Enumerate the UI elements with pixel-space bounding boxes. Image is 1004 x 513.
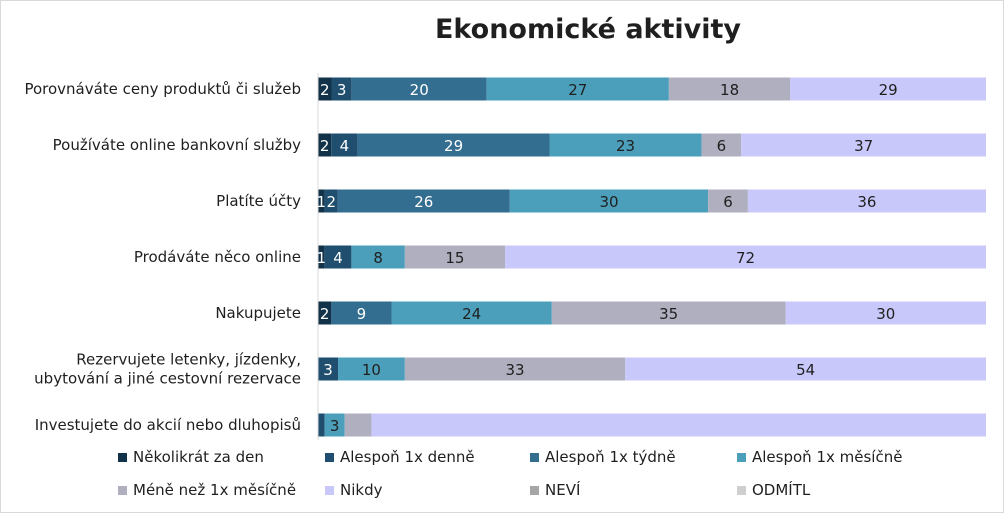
bar-segment — [790, 77, 986, 101]
data-label: 6 — [717, 137, 727, 155]
bar-segment — [625, 357, 986, 381]
category-label: Používáte online bankovní služby — [53, 136, 301, 154]
bar-segment — [357, 133, 550, 157]
data-label: 3 — [330, 417, 340, 435]
category-label: Investujete do akcií nebo dluhopisů — [35, 416, 301, 434]
bar-segment — [741, 133, 986, 157]
bar-segment — [486, 77, 669, 101]
data-label: 26 — [414, 193, 433, 211]
data-label: 72 — [736, 249, 755, 267]
data-label: 10 — [362, 361, 381, 379]
bar-segment — [324, 413, 345, 437]
data-label: 3 — [337, 81, 347, 99]
bar-segment — [318, 245, 325, 269]
bar-segment — [324, 245, 352, 269]
category-label: Porovnáváte ceny produktů či služeb — [24, 80, 301, 98]
data-label: 30 — [876, 305, 895, 323]
bar-segment — [747, 189, 986, 213]
bar-segment — [318, 413, 325, 437]
data-label: 27 — [568, 81, 587, 99]
data-label: 2 — [320, 81, 330, 99]
bar-segment — [324, 189, 338, 213]
category-label: ubytování a jiné cestovní rezervace — [34, 370, 301, 388]
bar-segment — [509, 189, 709, 213]
category-label: Nakupujete — [215, 304, 301, 322]
data-label: 9 — [357, 305, 367, 323]
bar-segment — [331, 301, 392, 325]
data-label: 20 — [410, 81, 429, 99]
bar-segment — [351, 245, 405, 269]
bar-segment — [708, 189, 748, 213]
data-label: 4 — [340, 137, 350, 155]
bar-segment — [551, 301, 786, 325]
bar-segment — [549, 133, 702, 157]
data-label: 6 — [723, 193, 733, 211]
data-label: 29 — [444, 137, 463, 155]
category-label: Prodáváte něco online — [134, 248, 301, 266]
data-label: 30 — [599, 193, 618, 211]
bar-segment — [344, 413, 372, 437]
data-label: 54 — [796, 361, 815, 379]
data-label: 37 — [854, 137, 873, 155]
data-label: 2 — [326, 193, 336, 211]
bar-segment — [351, 77, 487, 101]
bar-segment — [318, 77, 332, 101]
bar-segment — [404, 357, 626, 381]
bar-segment — [701, 133, 742, 157]
chart-title: Ekonomické aktivity — [434, 14, 742, 45]
data-label: 2 — [320, 305, 330, 323]
data-label: 1 — [317, 249, 327, 267]
category-label: Platíte účty — [216, 192, 301, 210]
bar-segment — [331, 133, 358, 157]
data-label: 2 — [320, 137, 330, 155]
data-label: 4 — [333, 249, 343, 267]
data-label: 8 — [373, 249, 383, 267]
bar-segment — [318, 357, 339, 381]
bar-segment — [318, 133, 332, 157]
data-label: 24 — [462, 305, 481, 323]
bar-segment — [331, 77, 352, 101]
data-label: 15 — [445, 249, 464, 267]
bar-segment — [318, 189, 325, 213]
data-label: 1 — [317, 193, 327, 211]
bar-segment — [391, 301, 552, 325]
bar-segment — [371, 413, 986, 437]
category-label: Rezervujete letenky, jízdenky, — [76, 351, 301, 369]
bar-segment — [338, 357, 405, 381]
data-label: 36 — [857, 193, 876, 211]
bar-segment — [404, 245, 506, 269]
data-label: 18 — [720, 81, 739, 99]
data-label: 29 — [879, 81, 898, 99]
bar-segment — [785, 301, 986, 325]
bar-segment — [337, 189, 510, 213]
data-label: 23 — [616, 137, 635, 155]
data-label: 35 — [659, 305, 678, 323]
data-label: 33 — [506, 361, 525, 379]
bar-segment — [668, 77, 791, 101]
data-label: 3 — [323, 361, 333, 379]
bar-segment — [505, 245, 986, 269]
bar-segment — [318, 301, 332, 325]
